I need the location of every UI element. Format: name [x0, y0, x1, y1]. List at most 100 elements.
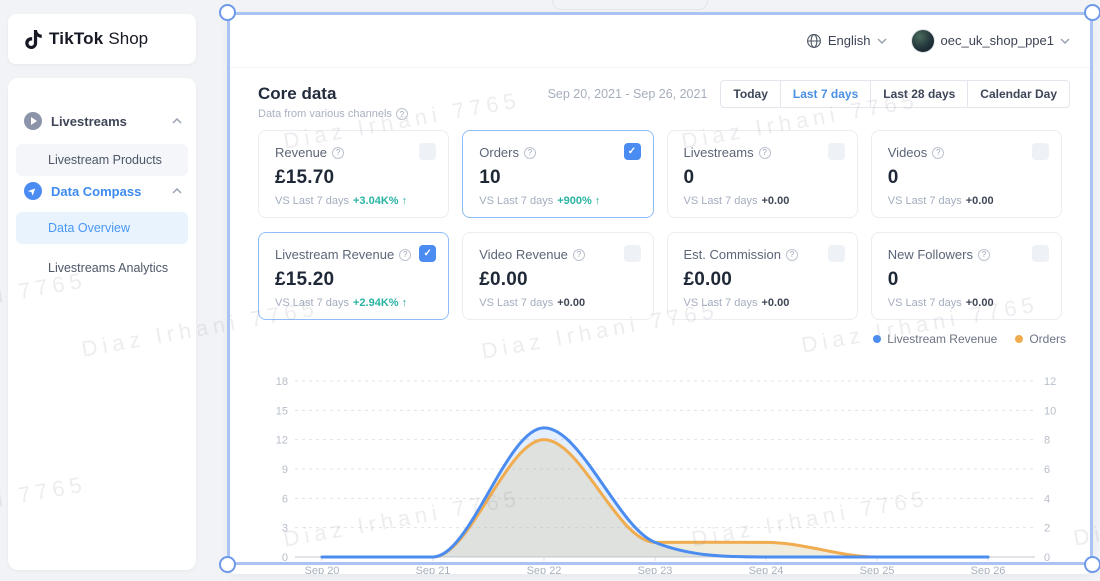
- x-axis-label: Sep 24: [749, 565, 784, 574]
- sidebar-item-label: Livestream Products: [48, 153, 162, 167]
- sidebar-menu: Livestreams Livestream Products ➤ Data C…: [8, 78, 196, 570]
- right-axis-tick: 12: [1044, 376, 1056, 388]
- metric-comparison: VS Last 7 days +0.00: [888, 297, 1047, 309]
- right-axis-tick: 2: [1044, 523, 1050, 535]
- metric-delta: +2.94K% ↑: [353, 297, 408, 309]
- sidebar-item-data-compass[interactable]: ➤ Data Compass: [8, 176, 196, 206]
- sidebar-item-livestreams[interactable]: Livestreams: [8, 106, 196, 136]
- metric-checkbox[interactable]: [827, 245, 845, 262]
- chart-legend: Livestream Revenue Orders: [873, 332, 1066, 346]
- left-axis-tick: 18: [276, 376, 288, 388]
- metric-card-top: Livestream Revenue ? ✓: [275, 245, 437, 262]
- metric-delta: +0.00: [557, 297, 586, 309]
- x-axis-label: Sep 21: [416, 565, 451, 574]
- selection-handle-top-right[interactable]: [1084, 4, 1100, 21]
- metric-comparison: VS Last 7 days +2.94K% ↑: [275, 297, 434, 309]
- chevron-up-icon: [172, 118, 182, 124]
- info-icon[interactable]: ?: [332, 146, 345, 159]
- range-button-last-7-days[interactable]: Last 7 days: [779, 80, 872, 108]
- metric-comparison: VS Last 7 days +0.00: [888, 195, 1047, 207]
- page-title: Core data: [258, 84, 337, 103]
- language-selector[interactable]: English: [806, 33, 887, 49]
- vs-label: VS Last 7 days: [479, 195, 554, 207]
- left-axis-tick: 6: [282, 493, 288, 505]
- metric-value: £0.00: [479, 269, 528, 290]
- metric-card-livestreams[interactable]: Livestreams ? 0 VS Last 7 days +0.00: [666, 130, 858, 218]
- metric-checkbox[interactable]: [1032, 245, 1049, 262]
- metric-value: 10: [479, 167, 501, 188]
- info-icon[interactable]: ?: [932, 146, 945, 159]
- tiktok-logo-icon: [25, 29, 42, 49]
- play-circle-icon: [24, 112, 42, 130]
- metric-card-top: Est. Commission ?: [684, 245, 845, 262]
- metric-checkbox[interactable]: [419, 143, 437, 160]
- page-subtitle-text: Data from various channels: [258, 108, 392, 120]
- range-button-calendar-day[interactable]: Calendar Day: [967, 80, 1070, 108]
- vs-label: VS Last 7 days: [683, 297, 758, 309]
- language-label: English: [827, 33, 871, 48]
- metric-checkbox[interactable]: [623, 245, 641, 262]
- page-subtitle: Data from various channels ?: [258, 108, 408, 120]
- sidebar-item-label: Data Compass: [51, 183, 142, 199]
- info-icon[interactable]: ?: [978, 248, 990, 261]
- trend-chart[interactable]: 0 0 3 2 6 4 9 6 12 8 15 10 18 12 Sep 20 Sep 21 Sep 22 Sep…: [250, 354, 1062, 574]
- screenshot-toolbar-stub: [552, 0, 708, 10]
- right-axis-tick: 8: [1044, 435, 1050, 447]
- legend-label: Livestream Revenue: [887, 332, 998, 346]
- selection-handle-bottom-left[interactable]: [219, 556, 236, 573]
- x-axis-label: Sep 25: [860, 565, 895, 574]
- sidebar-item-livestream-products[interactable]: Livestream Products: [16, 144, 188, 176]
- sidebar-logo: TikTok Shop: [8, 14, 196, 64]
- account-name: oec_uk_shop_ppe1: [940, 33, 1055, 48]
- info-icon[interactable]: ?: [572, 248, 585, 261]
- metric-comparison: VS Last 7 days +0.00: [684, 195, 843, 207]
- info-icon[interactable]: ?: [523, 146, 536, 159]
- left-axis-tick: 9: [282, 464, 288, 476]
- legend-item-orders[interactable]: Orders: [1015, 332, 1066, 346]
- metric-cards-grid: Revenue ? £15.70 VS Last 7 days +3.04K% …: [258, 130, 1062, 320]
- metric-checkbox[interactable]: [827, 143, 845, 160]
- avatar: [910, 28, 935, 53]
- left-axis-tick: 15: [276, 405, 288, 417]
- info-icon[interactable]: ?: [399, 248, 412, 261]
- vs-label: VS Last 7 days: [275, 297, 349, 309]
- selection-handle-top-left[interactable]: [219, 4, 236, 21]
- metric-delta: +0.00: [761, 195, 790, 207]
- metric-card-revenue[interactable]: Revenue ? £15.70 VS Last 7 days +3.04K% …: [258, 130, 450, 218]
- vs-label: VS Last 7 days: [479, 297, 554, 309]
- area-orders: [322, 439, 988, 557]
- right-axis-tick: 0: [1044, 552, 1050, 564]
- selection-handle-bottom-right[interactable]: [1084, 556, 1100, 573]
- metric-card-orders[interactable]: Orders ? ✓ 10 VS Last 7 days +900% ↑: [462, 130, 654, 218]
- sidebar-item-data-overview[interactable]: Data Overview: [16, 212, 188, 244]
- info-icon[interactable]: ?: [786, 248, 799, 261]
- sidebar-item-livestreams-analytics[interactable]: Livestreams Analytics: [16, 252, 188, 284]
- legend-dot-blue: [873, 335, 882, 343]
- metric-card-livestream-revenue[interactable]: Livestream Revenue ? ✓ £15.20 VS Last 7 …: [258, 232, 450, 320]
- range-button-last-28-days[interactable]: Last 28 days: [870, 80, 969, 108]
- metric-card-videos[interactable]: Videos ? 0 VS Last 7 days +0.00: [870, 130, 1062, 218]
- vs-label: VS Last 7 days: [683, 195, 758, 207]
- legend-item-livestream-revenue[interactable]: Livestream Revenue: [873, 332, 997, 346]
- metric-comparison: VS Last 7 days +0.00: [479, 297, 638, 309]
- metric-value: £15.70: [275, 167, 335, 188]
- legend-label: Orders: [1029, 332, 1066, 346]
- metric-label: New Followers: [887, 247, 973, 262]
- metric-value: 0: [887, 269, 899, 290]
- info-icon[interactable]: ?: [758, 146, 771, 159]
- line-livestream-revenue: [320, 426, 990, 559]
- metric-card-top: Video Revenue ?: [479, 245, 641, 262]
- metric-card-est-commission[interactable]: Est. Commission ? £0.00 VS Last 7 days +…: [666, 232, 858, 320]
- range-button-today[interactable]: Today: [720, 80, 781, 108]
- account-menu[interactable]: oec_uk_shop_ppe1: [910, 28, 1071, 53]
- metric-card-new-followers[interactable]: New Followers ? 0 VS Last 7 days +0.00: [870, 232, 1062, 320]
- info-icon[interactable]: ?: [395, 108, 408, 120]
- metric-checkbox[interactable]: [1032, 143, 1049, 160]
- metric-label: Livestreams: [683, 145, 754, 160]
- metric-delta: +0.00: [761, 297, 790, 309]
- metric-card-video-revenue[interactable]: Video Revenue ? £0.00 VS Last 7 days +0.…: [462, 232, 654, 320]
- metric-checkbox[interactable]: ✓: [623, 143, 641, 160]
- metric-label: Livestream Revenue: [275, 247, 395, 262]
- metric-checkbox[interactable]: ✓: [419, 245, 437, 262]
- legend-dot-orange: [1015, 335, 1024, 343]
